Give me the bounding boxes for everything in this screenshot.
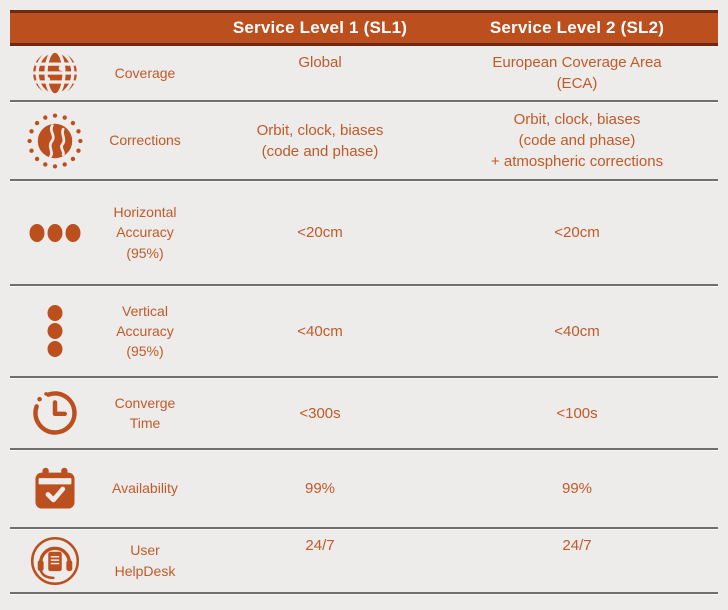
value-text: <20cm bbox=[297, 224, 343, 241]
sl2-value: <40cm bbox=[450, 286, 704, 376]
value-text: Global bbox=[298, 54, 342, 71]
sl2-value: <100s bbox=[450, 378, 704, 448]
sl2-value: European Coverage Area (ECA) bbox=[450, 46, 704, 100]
label-text: Converge Time bbox=[114, 394, 176, 431]
table-row-user-helpdesk: User HelpDesk 24/7 24/7 bbox=[10, 529, 718, 594]
sl1-value: Orbit, clock, biases (code and phase) bbox=[190, 102, 450, 179]
sl2-value: Orbit, clock, biases (code and phase) + … bbox=[450, 102, 704, 179]
label-text: Availability bbox=[112, 480, 178, 497]
value-text: <100s bbox=[556, 404, 598, 422]
table-row-horizontal-accuracy: Horizontal Accuracy (95%) <20cm <20cm bbox=[10, 181, 718, 286]
calendar-check-icon bbox=[10, 450, 100, 527]
corrections-globe-icon bbox=[10, 102, 100, 179]
row-label: Horizontal Accuracy (95%) bbox=[100, 181, 190, 284]
row-label: Vertical Accuracy (95%) bbox=[100, 286, 190, 376]
globe-icon bbox=[10, 46, 100, 100]
value-text: 99% bbox=[561, 480, 593, 497]
table-row-coverage: Coverage Global European Coverage Area (… bbox=[10, 46, 718, 102]
row-label: Converge Time bbox=[100, 378, 190, 448]
table-row-converge-time: Converge Time <300s <100s bbox=[10, 378, 718, 450]
label-text: Corrections bbox=[109, 132, 181, 149]
sl2-value: 99% bbox=[450, 450, 704, 527]
table-body: Coverage Global European Coverage Area (… bbox=[10, 46, 718, 594]
headset-helpdesk-icon bbox=[10, 529, 100, 592]
sl1-value: <40cm bbox=[190, 286, 450, 376]
table-header-row: Service Level 1 (SL1) Service Level 2 (S… bbox=[10, 10, 718, 46]
horizontal-dots-icon bbox=[10, 181, 100, 284]
table-row-vertical-accuracy: Vertical Accuracy (95%) <40cm <40cm bbox=[10, 286, 718, 378]
table-row-corrections: Corrections Orbit, clock, biases (code a… bbox=[10, 102, 718, 181]
value-text: <20cm bbox=[554, 224, 600, 241]
header-sl1: Service Level 1 (SL1) bbox=[232, 18, 408, 37]
sl1-value: 24/7 bbox=[190, 529, 450, 592]
table-row-availability: Availability 99% 99% bbox=[10, 450, 718, 529]
vertical-dots-icon bbox=[10, 286, 100, 376]
sl1-value: 99% bbox=[190, 450, 450, 527]
value-text: <40cm bbox=[297, 322, 343, 340]
row-label: User HelpDesk bbox=[100, 529, 190, 592]
value-text: 24/7 bbox=[305, 537, 335, 554]
row-label: Corrections bbox=[100, 102, 190, 179]
label-text: Vertical Accuracy (95%) bbox=[116, 302, 174, 360]
row-label: Coverage bbox=[100, 46, 190, 100]
sl2-value: 24/7 bbox=[450, 529, 704, 592]
value-text: Orbit, clock, biases (code and phase) + … bbox=[490, 111, 664, 170]
sl1-value: <20cm bbox=[190, 181, 450, 284]
sl2-value: <20cm bbox=[450, 181, 704, 284]
label-text: User HelpDesk bbox=[114, 542, 176, 579]
value-text: <40cm bbox=[554, 322, 600, 340]
value-text: European Coverage Area (ECA) bbox=[492, 54, 662, 92]
value-text: <300s bbox=[299, 404, 341, 422]
value-text: 99% bbox=[304, 480, 336, 497]
label-text: Horizontal Accuracy (95%) bbox=[113, 204, 177, 261]
value-text: 24/7 bbox=[562, 537, 592, 554]
sl1-value: <300s bbox=[190, 378, 450, 448]
row-label: Availability bbox=[100, 450, 190, 527]
label-text: Coverage bbox=[114, 64, 176, 81]
sl1-value: Global bbox=[190, 46, 450, 100]
header-sl2: Service Level 2 (SL2) bbox=[489, 18, 665, 37]
value-text: Orbit, clock, biases (code and phase) bbox=[256, 121, 384, 160]
clock-icon bbox=[10, 378, 100, 448]
